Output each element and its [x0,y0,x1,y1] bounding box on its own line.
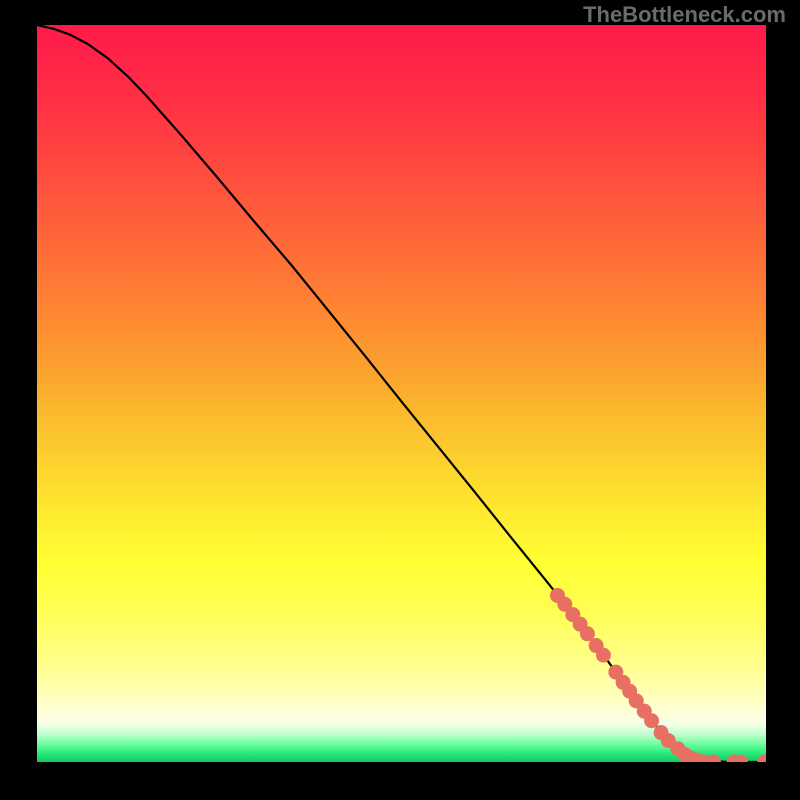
watermark-text: TheBottleneck.com [583,2,786,28]
data-marker [644,713,659,728]
chart-svg [37,25,766,762]
plot-background [37,25,766,762]
data-marker [596,648,611,663]
chart-container [37,25,766,762]
